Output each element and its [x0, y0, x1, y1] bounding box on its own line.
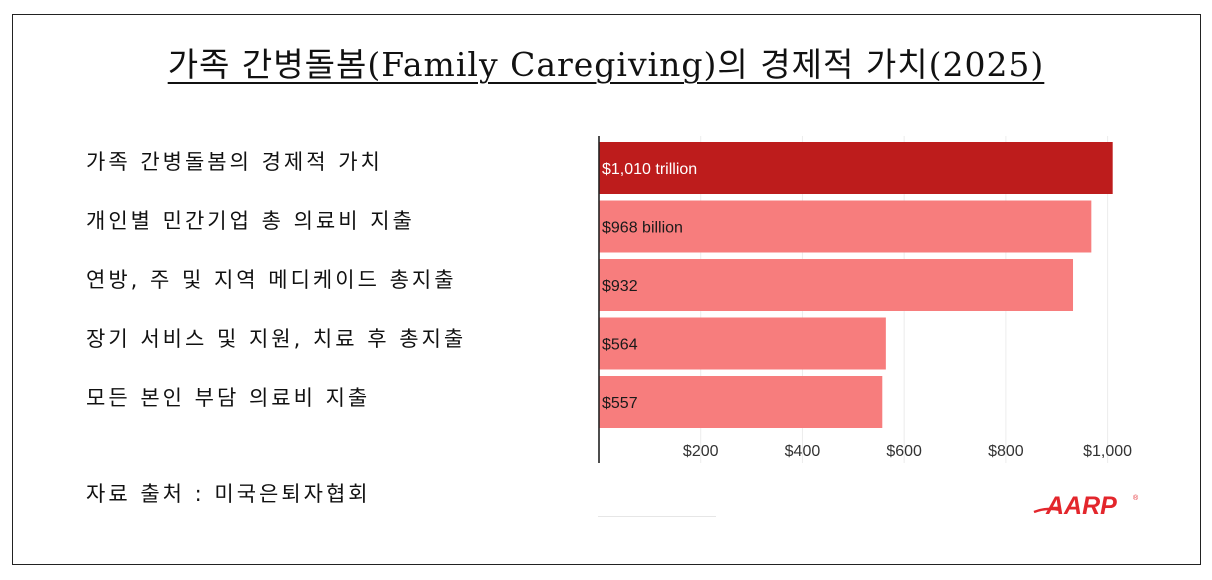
- category-label-1: 가족 간병돌봄의 경제적 가치: [86, 150, 383, 174]
- category-label-2: 개인별 민간기업 총 의료비 지출: [86, 209, 415, 233]
- x-tick-label: $600: [886, 443, 922, 460]
- data-label-2: $968 billion: [602, 220, 683, 237]
- bar-1: [599, 142, 1113, 194]
- aarp-logo-text: AARP: [1045, 492, 1117, 520]
- bar-3: [599, 259, 1074, 311]
- data-label-3: $932: [602, 278, 638, 295]
- chart-title-text: 가족 간병돌봄(Family Caregiving)의 경제적 가치(2025): [167, 45, 1045, 84]
- bar-2: [599, 200, 1092, 253]
- x-tick-label: $800: [988, 443, 1024, 460]
- category-label-4: 장기 서비스 및 지원, 치료 후 총지출: [86, 327, 467, 351]
- aarp-logo: AARP ®: [1033, 492, 1139, 520]
- x-tick-label: $1,000: [1083, 443, 1132, 460]
- divider-line: [598, 516, 716, 517]
- data-label-4: $564: [602, 337, 638, 354]
- x-tick-label: $400: [785, 443, 821, 460]
- data-label-5: $557: [602, 395, 638, 412]
- category-label-3: 연방, 주 및 지역 메디케이드 총지출: [86, 268, 457, 292]
- bar-4: [599, 317, 886, 370]
- bar-5: [599, 376, 883, 428]
- data-label-1: $1,010 trillion: [602, 161, 697, 178]
- x-tick-label: $200: [683, 443, 719, 460]
- chart-title: 가족 간병돌봄(Family Caregiving)의 경제적 가치(2025): [0, 38, 1212, 86]
- bar-chart: $1,010 trillion $968 billion $932 $564 $557 $…: [598, 136, 1132, 463]
- category-label-5: 모든 본인 부담 의료비 지출: [86, 386, 371, 410]
- source-note: 자료 출처 : 미국은퇴자협회: [86, 482, 371, 506]
- svg-text:®: ®: [1133, 494, 1139, 502]
